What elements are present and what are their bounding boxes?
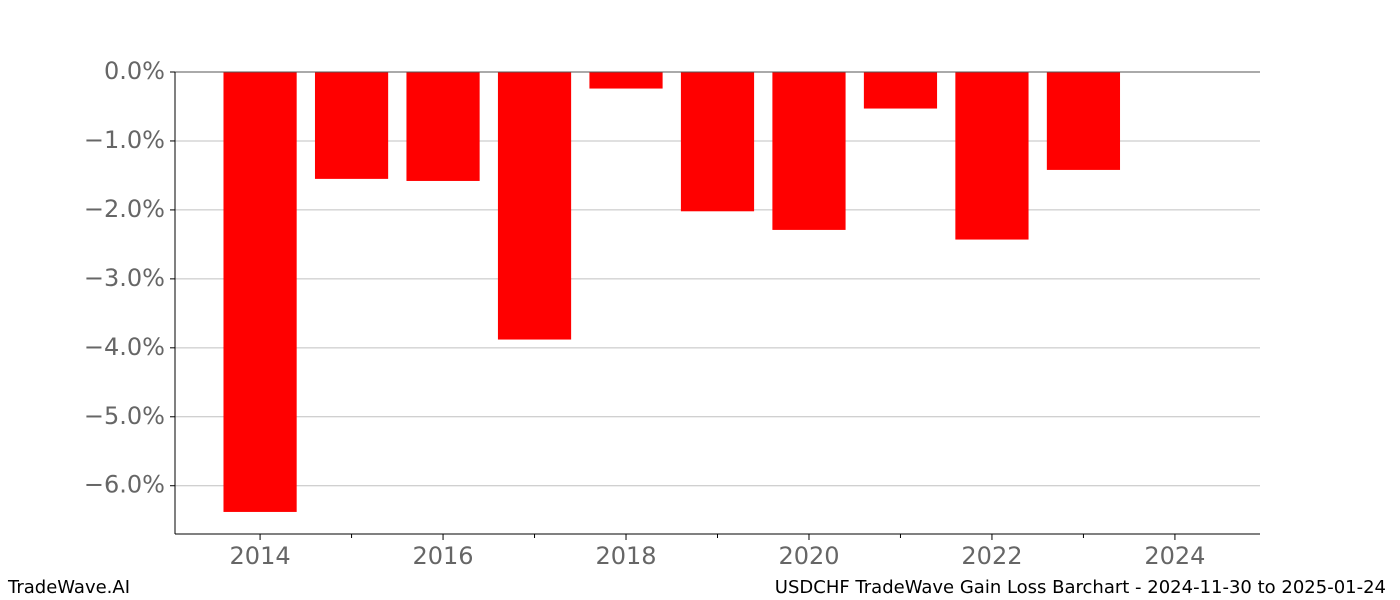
bar: [772, 72, 846, 230]
bar: [589, 72, 663, 89]
bar: [497, 72, 572, 340]
bar: [223, 72, 297, 512]
bar: [1046, 72, 1121, 170]
y-tick-label: −3.0%: [84, 264, 165, 292]
y-tick-label: −1.0%: [84, 126, 165, 154]
y-tick-label: 0.0%: [104, 57, 165, 85]
x-tick-label: 2016: [413, 542, 474, 570]
bar: [955, 72, 1029, 240]
y-tick-label: −4.0%: [84, 333, 165, 361]
x-tick-label: 2018: [595, 542, 656, 570]
y-tick-label: −6.0%: [84, 471, 165, 499]
bar: [406, 72, 480, 181]
x-tick-label: 2014: [230, 542, 291, 570]
bar: [863, 72, 938, 109]
y-tick-label: −5.0%: [84, 402, 165, 430]
x-tick-label: 2024: [1144, 542, 1205, 570]
y-tick-label: −2.0%: [84, 195, 165, 223]
chart-title: USDCHF TradeWave Gain Loss Barchart - 20…: [775, 577, 1386, 598]
bar: [680, 72, 755, 212]
watermark: TradeWave.AI: [7, 577, 130, 598]
bar: [314, 72, 389, 179]
x-tick-label: 2022: [961, 542, 1022, 570]
x-tick-label: 2020: [778, 542, 839, 570]
